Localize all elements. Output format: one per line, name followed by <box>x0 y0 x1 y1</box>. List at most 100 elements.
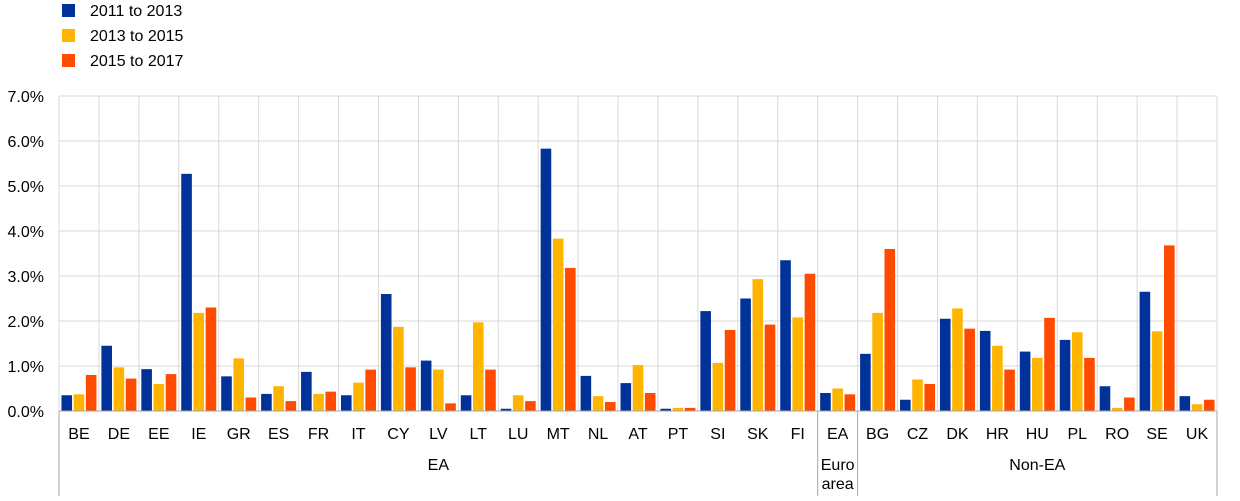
x-tick-label: HR <box>986 426 1009 443</box>
bar <box>884 249 896 411</box>
bar <box>912 379 923 411</box>
bar <box>700 311 711 411</box>
bar <box>485 369 496 411</box>
bar <box>1019 351 1031 411</box>
bar <box>1032 357 1043 411</box>
bar <box>712 362 724 411</box>
bar <box>365 369 376 411</box>
bar <box>580 375 592 411</box>
bar <box>832 388 843 411</box>
bar <box>1191 404 1203 411</box>
bar <box>1139 291 1151 411</box>
bar <box>1099 386 1111 411</box>
legend-swatch <box>62 54 75 67</box>
bar <box>261 393 272 411</box>
bar <box>285 401 297 411</box>
bar <box>181 173 192 411</box>
x-tick-label: LU <box>508 426 528 443</box>
bar <box>1111 407 1123 411</box>
bar <box>1044 317 1055 411</box>
bar <box>405 367 416 411</box>
legend: 2011 to 2013 2013 to 2015 2015 to 2017 <box>62 3 184 70</box>
bar <box>1004 369 1015 411</box>
y-tick-label: 7.0% <box>8 89 44 106</box>
bar <box>952 308 963 411</box>
bar <box>900 399 911 411</box>
bar <box>125 378 137 411</box>
bar <box>752 279 764 411</box>
bar <box>380 294 392 411</box>
bar <box>1151 331 1163 411</box>
gridlines <box>58 95 1218 412</box>
y-tick-label: 0.0% <box>8 404 44 421</box>
legend-swatch <box>62 4 75 17</box>
bar <box>1179 396 1191 411</box>
x-tick-label: FI <box>791 426 805 443</box>
bar <box>860 353 871 411</box>
bar <box>565 267 576 411</box>
y-axis: 0.0% 1.0% 2.0% 3.0% 4.0% 5.0% 6.0% 7.0% <box>8 89 44 421</box>
bar <box>1164 245 1175 411</box>
bar <box>740 298 751 411</box>
bar <box>939 318 951 411</box>
bar <box>620 383 632 411</box>
y-tick-label: 4.0% <box>8 224 44 241</box>
group-label: area <box>822 476 854 493</box>
bar <box>472 322 484 411</box>
bar <box>101 345 112 411</box>
bar <box>1203 399 1215 411</box>
x-tick-label: SE <box>1146 426 1167 443</box>
y-tick-label: 2.0% <box>8 314 44 331</box>
bar <box>141 369 152 411</box>
bar <box>804 273 816 411</box>
x-tick-label: IT <box>351 426 365 443</box>
x-tick-label: NL <box>588 426 609 443</box>
group-label: Non-EA <box>1009 457 1065 474</box>
bar <box>872 312 883 411</box>
bar <box>644 393 656 411</box>
bars <box>61 148 1215 411</box>
x-tick-label: DE <box>108 426 130 443</box>
x-axis: BE DE EE IE GR ES FR IT CY LV LT LU MT NL AT PT SI SK FI EA… <box>58 410 1218 496</box>
bar <box>820 393 831 411</box>
bar <box>764 324 776 411</box>
bar <box>684 407 696 411</box>
x-tick-label: MT <box>547 426 570 443</box>
x-tick-label: AT <box>628 426 647 443</box>
bar <box>273 386 284 411</box>
x-tick-label: LT <box>470 426 488 443</box>
bar <box>1124 397 1135 411</box>
x-tick-label: PT <box>668 426 689 443</box>
bar <box>353 382 364 411</box>
y-tick-label: 6.0% <box>8 134 44 151</box>
bar <box>992 345 1003 411</box>
bar <box>113 367 125 411</box>
bar <box>221 376 232 411</box>
x-tick-label: EA <box>827 426 849 443</box>
bar <box>205 307 217 411</box>
y-tick-label: 3.0% <box>8 269 44 286</box>
legend-label: 2011 to 2013 <box>90 3 182 20</box>
x-tick-label: LV <box>429 426 448 443</box>
bar <box>325 391 337 411</box>
x-tick-label: CY <box>387 426 410 443</box>
y-tick-label: 1.0% <box>8 359 44 376</box>
group-label: Euro <box>821 457 855 474</box>
bar <box>193 312 205 411</box>
bar <box>979 330 991 411</box>
x-tick-label: RO <box>1105 426 1129 443</box>
bar <box>245 397 257 411</box>
bar <box>61 395 73 411</box>
bar <box>153 384 165 411</box>
bar <box>460 395 472 411</box>
bar <box>540 148 552 411</box>
bar <box>165 374 177 411</box>
legend-swatch <box>62 29 75 42</box>
bar <box>85 375 97 411</box>
bar <box>393 326 404 411</box>
bar <box>724 330 736 411</box>
bar <box>660 408 672 411</box>
bar <box>924 384 936 411</box>
x-tick-label: IE <box>191 426 206 443</box>
